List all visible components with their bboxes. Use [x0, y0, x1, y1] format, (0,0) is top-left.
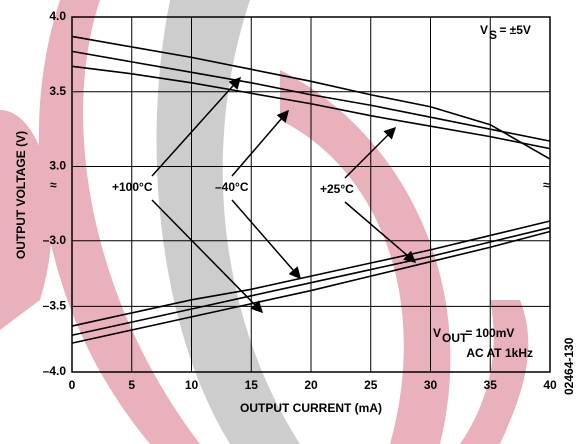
x-tick-label: 25: [364, 378, 378, 392]
line-series: [71, 220, 551, 327]
signal-main: V: [433, 326, 441, 340]
x-axis-label: OUTPUT CURRENT (mA): [240, 401, 382, 415]
arrow: [151, 199, 264, 314]
signal-sub: OUT: [442, 331, 468, 345]
supply-sub: S: [489, 28, 497, 42]
y-tick-label: –4.0: [43, 364, 67, 378]
signal-label: V OUT = 100mV AC AT 1kHz: [433, 326, 533, 360]
arrow: [344, 201, 417, 263]
supply-main: V: [480, 23, 488, 37]
figure-id: 02464-130: [562, 337, 576, 395]
arrow: [151, 76, 242, 177]
plot-frame: [71, 16, 551, 373]
line-series: [71, 230, 551, 344]
line-series: [71, 35, 551, 160]
y-tick-label: 3.5: [49, 84, 66, 98]
arrow: [231, 109, 289, 177]
x-tick-label: 30: [424, 378, 438, 392]
y-tick-label: 4.0: [49, 9, 66, 23]
signal-rest: = 100mV: [462, 326, 514, 340]
line-series: [71, 226, 551, 337]
axis-break: ≈: [543, 178, 550, 192]
axis-break: ≈: [50, 178, 57, 192]
signal-line2: AC AT 1kHz: [466, 346, 533, 360]
y-tick-label: –3.0: [43, 233, 67, 247]
arrow: [344, 126, 397, 179]
y-tick-label: 3.0: [49, 159, 66, 173]
annotation: +100°C: [112, 180, 153, 194]
x-tick-label: 40: [543, 378, 557, 392]
x-tick-label: 20: [304, 378, 318, 392]
x-tick-label: 10: [185, 378, 199, 392]
line-series: [71, 50, 551, 142]
supply-label: V S = ±5V: [480, 23, 531, 42]
annotation: +25°C: [320, 182, 354, 196]
annotations: +100°C –40°C +25°C: [112, 76, 417, 314]
y-axis-label: OUTPUT VOLTAGE (V): [14, 131, 28, 259]
x-tick-label: 0: [69, 378, 76, 392]
supply-rest: = ±5V: [496, 23, 531, 37]
x-tick-label: 35: [484, 378, 498, 392]
x-tick-label: 15: [245, 378, 259, 392]
x-tick-label: 5: [128, 378, 135, 392]
annotation: –40°C: [215, 180, 249, 194]
arrow: [231, 199, 301, 280]
y-tick-label: –3.5: [43, 299, 67, 313]
line-series: [71, 65, 551, 150]
